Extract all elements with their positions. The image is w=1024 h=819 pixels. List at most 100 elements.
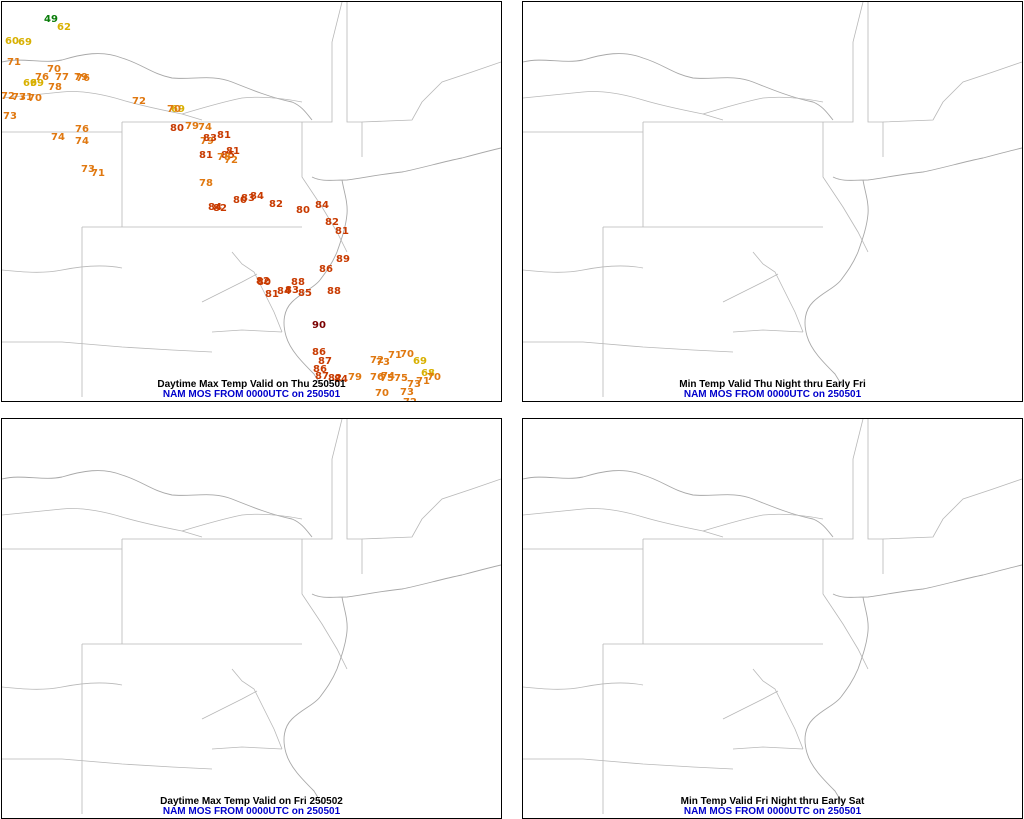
basemap bbox=[523, 419, 1022, 814]
station-temp-label: 80 bbox=[296, 205, 310, 216]
station-temp-label: 90 bbox=[312, 320, 326, 331]
station-temp-label: 76 bbox=[76, 73, 90, 84]
station-temp-label: 73 bbox=[400, 387, 414, 398]
station-temp-label: 83 bbox=[203, 133, 217, 144]
station-layer: 49 62 60 69 71 70 69 69 72 73 71 70 73 76 74 74 76 78 76 77… bbox=[1, 2, 501, 402]
station-temp-label: 72 bbox=[224, 155, 238, 166]
station-temp-label: 80 bbox=[257, 277, 271, 288]
station-temp-label: 76 bbox=[370, 372, 384, 383]
station-temp-label: 71 bbox=[416, 376, 430, 387]
basemap bbox=[2, 2, 501, 397]
station-temp-label: 88 bbox=[291, 277, 305, 288]
station-temp-label: 73 bbox=[12, 92, 26, 103]
station-temp-label: 80 bbox=[170, 123, 184, 134]
station-temp-label: 83 bbox=[241, 193, 255, 204]
station-temp-label: 82 bbox=[213, 203, 227, 214]
basemap bbox=[523, 2, 1022, 397]
station-temp-label: 71 bbox=[19, 92, 33, 103]
station-temp-label: 74 bbox=[198, 122, 212, 133]
station-temp-label: 73 bbox=[81, 164, 95, 175]
station-temp-label: 82 bbox=[269, 199, 283, 210]
station-temp-label: 69 bbox=[18, 37, 32, 48]
station-temp-label: 71 bbox=[388, 350, 402, 361]
station-temp-label: 86 bbox=[312, 347, 326, 358]
station-temp-label: 84 bbox=[208, 202, 222, 213]
station-layer bbox=[523, 2, 1022, 401]
station-temp-label: 69 bbox=[23, 78, 37, 89]
map-panel-fri-night-min: Min Temp Valid Fri Night thru Early Sat … bbox=[522, 418, 1023, 819]
station-temp-label: 79 bbox=[348, 372, 362, 383]
station-temp-label: 71 bbox=[91, 168, 105, 179]
station-temp-label: 88 bbox=[327, 286, 341, 297]
panel-title: Min Temp Valid Thu Night thru Early Fri bbox=[679, 379, 866, 390]
station-temp-label: 79 bbox=[74, 72, 88, 83]
station-temp-label: 78 bbox=[217, 152, 231, 163]
station-temp-label: 84 bbox=[334, 374, 348, 385]
station-temp-label: 81 bbox=[335, 226, 349, 237]
station-temp-label: 85 bbox=[221, 150, 235, 161]
station-temp-label: 72 bbox=[370, 355, 384, 366]
station-temp-label: 69 bbox=[413, 356, 427, 367]
station-temp-label: 62 bbox=[57, 22, 71, 33]
station-temp-label: 81 bbox=[226, 146, 240, 157]
station-temp-label: 84 bbox=[315, 200, 329, 211]
station-temp-label: 76 bbox=[75, 124, 89, 135]
station-temp-label: 68 bbox=[421, 368, 435, 379]
station-temp-label: 72 bbox=[132, 96, 146, 107]
station-temp-label: 84 bbox=[277, 286, 291, 297]
panel-subtitle: NAM MOS FROM 0000UTC on 250501 bbox=[162, 806, 341, 817]
panel-subtitle: NAM MOS FROM 0000UTC on 250501 bbox=[683, 806, 862, 817]
station-temp-label: 49 bbox=[44, 14, 58, 25]
station-temp-label: 70 bbox=[167, 104, 181, 115]
station-temp-label: 74 bbox=[51, 132, 65, 143]
station-temp-label: 77 bbox=[55, 72, 69, 83]
station-temp-label: 78 bbox=[48, 82, 62, 93]
station-temp-label: 82 bbox=[256, 276, 270, 287]
station-temp-label: 87 bbox=[318, 356, 332, 367]
station-temp-label: 89 bbox=[336, 254, 350, 265]
panel-title: Daytime Max Temp Valid on Fri 250502 bbox=[160, 796, 343, 807]
station-temp-label: 83 bbox=[285, 285, 299, 296]
station-temp-label: 78 bbox=[199, 178, 213, 189]
station-temp-label: 70 bbox=[375, 388, 389, 399]
station-temp-label: 82 bbox=[325, 217, 339, 228]
station-temp-label: 73 bbox=[376, 357, 390, 368]
station-temp-label: 70 bbox=[28, 93, 42, 104]
station-temp-label: 75 bbox=[380, 373, 394, 384]
station-temp-label: 73 bbox=[407, 379, 421, 390]
station-temp-label: 74 bbox=[75, 136, 89, 147]
basemap bbox=[2, 419, 501, 814]
station-temp-label: 69 bbox=[171, 104, 185, 115]
station-temp-label: 74 bbox=[381, 371, 395, 382]
station-temp-label: 69 bbox=[30, 78, 44, 89]
station-temp-label: 71 bbox=[7, 57, 21, 68]
station-temp-label: 79 bbox=[200, 136, 214, 147]
station-temp-label: 86 bbox=[313, 364, 327, 375]
station-temp-label: 84 bbox=[250, 191, 264, 202]
panel-title: Daytime Max Temp Valid on Thu 250501 bbox=[157, 379, 346, 390]
map-panel-fri-max: Daytime Max Temp Valid on Fri 250502 NAM… bbox=[1, 418, 502, 819]
station-temp-label: 81 bbox=[217, 130, 231, 141]
station-temp-label: 87 bbox=[315, 371, 329, 382]
station-temp-label: 86 bbox=[319, 264, 333, 275]
station-temp-label: 70 bbox=[400, 349, 414, 360]
station-temp-label: 73 bbox=[3, 111, 17, 122]
station-temp-label: 70 bbox=[47, 64, 61, 75]
panel-subtitle: NAM MOS FROM 0000UTC on 250501 bbox=[162, 389, 341, 400]
station-layer bbox=[2, 419, 501, 818]
station-temp-label: 85 bbox=[298, 288, 312, 299]
station-temp-label: 72 bbox=[1, 91, 15, 102]
station-temp-label: 60 bbox=[5, 36, 19, 47]
map-panel-thu-max: 49 62 60 69 71 70 69 69 72 73 71 70 73 76 74 74 76 78 76 77… bbox=[1, 1, 502, 402]
station-temp-label: 81 bbox=[265, 289, 279, 300]
station-temp-label: 79 bbox=[185, 121, 199, 132]
panel-subtitle: NAM MOS FROM 0000UTC on 250501 bbox=[683, 389, 862, 400]
station-temp-label: 72 bbox=[403, 398, 417, 402]
station-temp-label: 81 bbox=[199, 150, 213, 161]
station-temp-label: 76 bbox=[35, 72, 49, 83]
station-temp-label: 70 bbox=[427, 372, 441, 383]
station-temp-label: 80 bbox=[233, 195, 247, 206]
station-temp-label: 75 bbox=[394, 373, 408, 384]
station-temp-label: 82 bbox=[328, 373, 342, 384]
map-panel-thu-night-min: Min Temp Valid Thu Night thru Early Fri … bbox=[522, 1, 1023, 402]
